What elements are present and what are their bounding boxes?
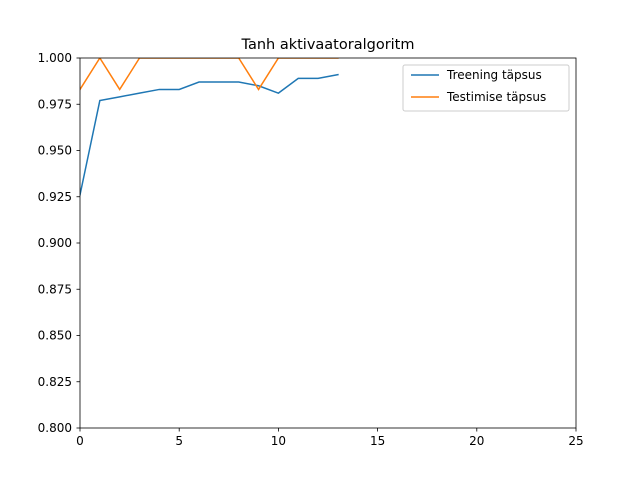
plot-frame [79,57,577,429]
x-tick-label: 15 [370,434,385,448]
y-tick-label: 0.950 [38,144,72,158]
x-tick-label: 20 [469,434,484,448]
y-tick-label: 0.825 [38,375,72,389]
x-tick-label: 10 [271,434,286,448]
series-line-1 [80,73,339,196]
y-tick-label: 0.800 [38,421,72,435]
legend-label-2: Testimise täpsus [446,90,546,104]
y-tick-label: 1.000 [38,51,72,65]
series-layer [80,58,339,196]
y-tick-label: 0.850 [38,329,72,343]
y-tick-label: 0.975 [38,97,72,111]
x-tick-label: 25 [568,434,583,448]
y-tick-label: 0.900 [38,236,72,250]
legend-box [402,64,570,112]
legend-label-1: Treening täpsus [446,68,542,82]
x-tick-label: 5 [175,434,183,448]
series-line-2 [80,58,339,91]
y-tick-label: 0.925 [38,190,72,204]
axes: 0 5 10 15 20 25 0.800 0.825 0.850 0.875 0.900 0.925… [38,51,584,448]
x-tick-label: 0 [76,434,84,448]
y-tick-label: 0.875 [38,282,72,296]
legend: Treening täpsus Testimise täpsus [402,64,570,112]
chart-title: Tanh aktivaatoralgoritm [241,37,415,53]
